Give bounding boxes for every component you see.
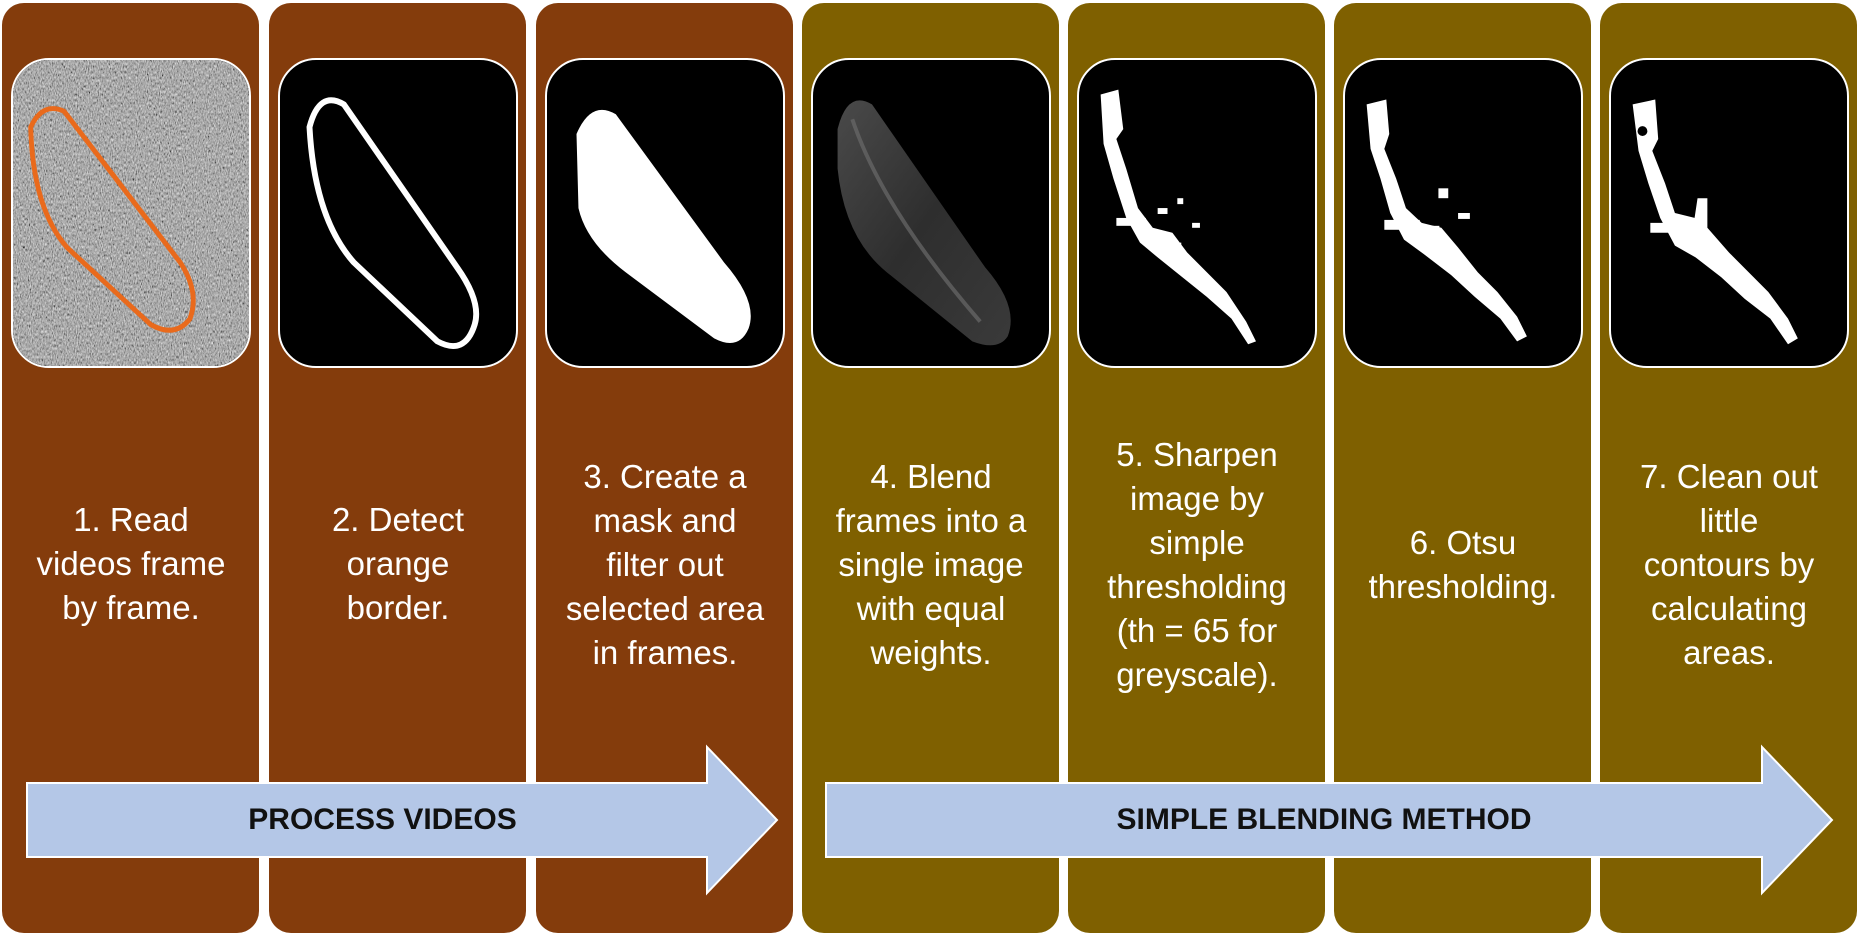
step-panel-1: 1. Read videos frame by frame. (2, 3, 259, 933)
step-3-caption: 3. Create a mask and filter out selected… (565, 458, 765, 671)
step-1-caption: 1. Read videos frame by frame. (36, 501, 226, 626)
step-panel-5: 5. Sharpen image by simple thresholding … (1068, 3, 1325, 933)
step-2-caption: 2. Detect orange border. (331, 501, 465, 626)
step-panel-2: 2. Detect orange border. (269, 3, 526, 933)
step-panel-3: 3. Create a mask and filter out selected… (536, 3, 793, 933)
step-6-image (1343, 58, 1583, 368)
process-videos-label: PROCESS VIDEOS (248, 803, 517, 836)
step-6-caption: 6. Otsu thresholding. (1368, 524, 1558, 605)
step-3-image (545, 58, 785, 368)
step-1-image (11, 58, 251, 368)
step-4-image (811, 58, 1051, 368)
step-5-caption: 5. Sharpen image by simple thresholding … (1107, 436, 1287, 693)
step-2-image (278, 58, 518, 368)
step-panel-4: 4. Blend frames into a single image with… (802, 3, 1059, 933)
step-5-image (1077, 58, 1317, 368)
step-7-image (1609, 58, 1849, 368)
simple-blending-arrow: SIMPLE BLENDING METHOD (824, 744, 1834, 896)
simple-blending-label: SIMPLE BLENDING METHOD (1116, 803, 1532, 836)
step-panel-6: 6. Otsu thresholding. (1334, 3, 1591, 933)
step-4-caption: 4. Blend frames into a single image with… (835, 458, 1027, 671)
step-7-caption: 7. Clean out little contours by calculat… (1640, 458, 1818, 671)
step-panel-7: 7. Clean out little contours by calculat… (1600, 3, 1857, 933)
process-videos-arrow: PROCESS VIDEOS (25, 744, 780, 896)
